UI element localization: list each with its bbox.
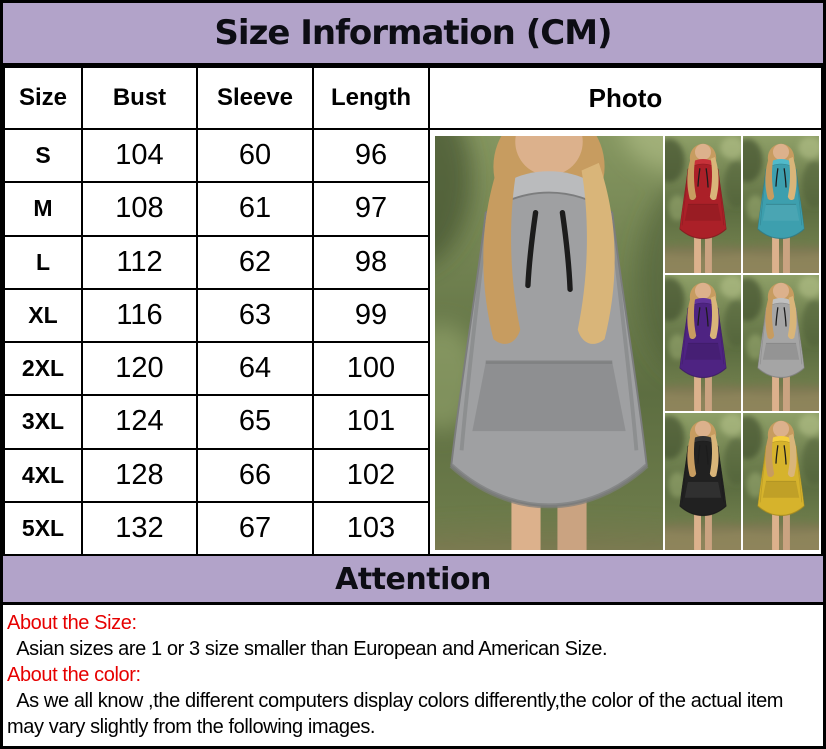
length-cell: 102 (312, 447, 430, 503)
sleeve-cell: 60 (196, 127, 314, 184)
bust-cell: 120 (81, 340, 198, 397)
photo-cell (428, 128, 823, 556)
sleeve-cell: 66 (196, 447, 314, 503)
length-cell: 100 (312, 340, 430, 397)
title-band: Size Information (CM) (3, 3, 823, 66)
col-header-photo: Photo (428, 66, 823, 130)
photo-gray-hoodie-dress-model-closeup (435, 136, 663, 550)
photo-purple-hoodie-dress-model (665, 274, 741, 412)
note-text-line: Asian sizes are 1 or 3 size smaller than… (7, 638, 608, 660)
size-cell: M (3, 181, 83, 237)
photo-grid (665, 136, 819, 550)
bust-cell: 124 (81, 394, 198, 450)
col-header-sleeve: Sleeve (196, 66, 314, 130)
bust-cell: 132 (81, 500, 198, 557)
photo-collage (431, 131, 820, 553)
col-header-bust: Bust (81, 66, 198, 130)
bust-cell: 112 (81, 234, 198, 290)
length-cell: 101 (312, 394, 430, 450)
attention-title: Attention (335, 561, 491, 597)
length-cell: 103 (312, 500, 430, 557)
size-row-4XL: 4XL 128 66 102 (3, 447, 822, 503)
length-cell: 98 (312, 234, 430, 290)
length-cell: 99 (312, 287, 430, 344)
note-text-line: As we all know ,the different computers … (7, 690, 784, 712)
size-row-M: M 108 61 97 (3, 181, 822, 237)
sleeve-cell: 63 (196, 287, 314, 344)
size-row-XL: XL 116 63 99 (3, 287, 822, 344)
length-cell: 96 (312, 127, 430, 184)
bust-cell: 128 (81, 447, 198, 503)
size-row-2XL: 2XL 120 64 100 (3, 340, 822, 397)
photo-red-hoodie-dress-model (665, 136, 741, 273)
attention-notes: About the Size: Asian sizes are 1 or 3 s… (3, 605, 823, 746)
photo-yellow-hoodie-dress-model (743, 413, 819, 550)
size-row-5XL: 5XL 132 67 103 (3, 500, 822, 557)
size-row-S: S 104 60 96 (3, 127, 823, 556)
size-cell: 5XL (3, 500, 83, 557)
sleeve-cell: 67 (196, 500, 314, 557)
size-cell: S (3, 127, 83, 184)
attention-band: Attention (3, 556, 823, 605)
photo-gray-hoodie-dress-model (743, 274, 819, 412)
photo-teal-hoodie-dress-model (743, 136, 819, 273)
size-cell: XL (3, 287, 83, 344)
size-cell: L (3, 234, 83, 290)
note-text-line: may vary slightly from the following ima… (7, 716, 376, 738)
col-header-size: Size (3, 66, 83, 130)
length-cell: 97 (312, 181, 430, 237)
note-heading: About the color: (7, 664, 141, 686)
bust-cell: 108 (81, 181, 198, 237)
sleeve-cell: 64 (196, 340, 314, 397)
size-table: Size Bust Sleeve Length Photo S 104 60 96 M 1… (3, 66, 823, 557)
col-header-length: Length (312, 66, 430, 130)
size-row-L: L 112 62 98 (3, 234, 822, 290)
page-title: Size Information (CM) (214, 13, 612, 53)
note-heading: About the Size: (7, 612, 137, 634)
size-cell: 4XL (3, 447, 83, 503)
size-row-3XL: 3XL 124 65 101 (3, 394, 822, 450)
sleeve-cell: 65 (196, 394, 314, 450)
table-header-row: Size Bust Sleeve Length Photo (3, 66, 823, 130)
bust-cell: 116 (81, 287, 198, 344)
size-cell: 2XL (3, 340, 83, 397)
photo-black-hoodie-dress-model (665, 413, 741, 550)
sleeve-cell: 62 (196, 234, 314, 290)
size-cell: 3XL (3, 394, 83, 450)
bust-cell: 104 (81, 127, 198, 184)
sleeve-cell: 61 (196, 181, 314, 237)
